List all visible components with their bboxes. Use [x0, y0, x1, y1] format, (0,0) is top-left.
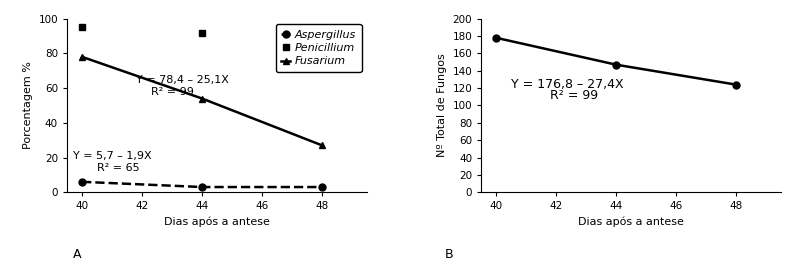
Aspergillus — [197, 185, 207, 189]
Y-axis label: Porcentagem %: Porcentagem % — [23, 61, 33, 150]
Text: B: B — [445, 248, 454, 261]
Fusarium — [317, 144, 327, 147]
Text: R² = 99: R² = 99 — [151, 87, 194, 97]
Fusarium — [197, 97, 207, 100]
Penicillium — [77, 26, 87, 29]
Legend: Aspergillus, Penicillium, Fusarium: Aspergillus, Penicillium, Fusarium — [276, 24, 361, 72]
Penicillium — [317, 29, 327, 33]
Text: Y = 176,8 – 27,4X: Y = 176,8 – 27,4X — [511, 78, 624, 91]
Y-axis label: Nº Total de Fungos: Nº Total de Fungos — [437, 54, 447, 157]
Aspergillus — [317, 185, 327, 189]
X-axis label: Dias após a antese: Dias após a antese — [164, 217, 270, 227]
X-axis label: Dias após a antese: Dias após a antese — [578, 217, 684, 227]
Text: R² = 65: R² = 65 — [97, 163, 140, 173]
Aspergillus — [77, 180, 87, 183]
Text: R² = 99: R² = 99 — [550, 89, 598, 102]
Fusarium — [77, 55, 87, 58]
Text: Y = 5,7 – 1,9X: Y = 5,7 – 1,9X — [73, 151, 151, 161]
Line: Aspergillus: Aspergillus — [79, 178, 326, 191]
Penicillium — [197, 31, 207, 34]
Text: A: A — [73, 248, 81, 261]
Line: Fusarium: Fusarium — [79, 53, 326, 149]
Text: Y = 78,4 – 25,1X: Y = 78,4 – 25,1X — [136, 75, 229, 85]
Line: Penicillium: Penicillium — [79, 24, 326, 36]
